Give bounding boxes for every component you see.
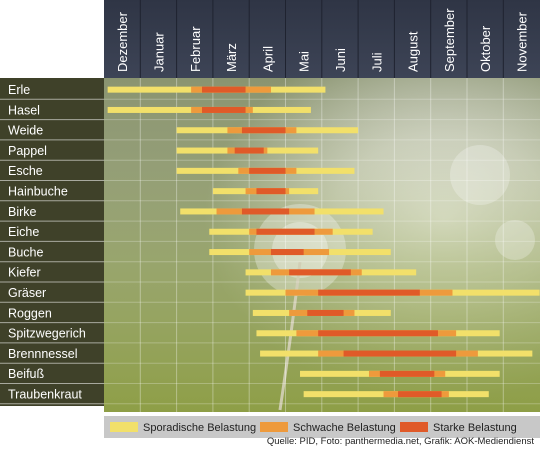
bar-strong-8 <box>270 249 304 256</box>
month-label-7: Juli <box>369 52 384 72</box>
pollen-bars <box>107 86 540 398</box>
month-label-5: Mai <box>297 51 312 72</box>
bar-strong-0 <box>202 86 246 93</box>
plant-label-7: Eiche <box>8 225 39 239</box>
plant-label-1: Hasel <box>8 103 40 117</box>
source-credit: Quelle: PID, Foto: panthermedia.net, Gra… <box>266 436 534 447</box>
month-label-2: Februar <box>188 26 203 72</box>
legend-swatch-weak <box>260 422 288 432</box>
row-label-background <box>0 78 104 406</box>
bar-strong-9 <box>289 269 351 276</box>
bar-strong-1 <box>202 106 246 113</box>
legend-swatch-strong <box>400 422 428 432</box>
month-label-4: April <box>260 46 275 72</box>
bar-strong-5 <box>256 188 286 195</box>
plant-label-13: Brennnessel <box>8 347 78 361</box>
plant-label-5: Hainbuche <box>8 185 68 199</box>
bar-strong-4 <box>249 167 286 174</box>
month-label-10: Oktober <box>478 25 493 72</box>
legend: Sporadische Belastung Schwache Belastung S… <box>110 422 517 434</box>
plant-label-8: Buche <box>8 245 43 259</box>
legend-swatch-sporadic <box>110 422 138 432</box>
month-label-0: Dezember <box>115 11 130 72</box>
plant-label-10: Gräser <box>8 286 46 300</box>
bar-strong-11 <box>307 309 344 316</box>
legend-label-weak: Schwache Belastung <box>293 422 396 434</box>
bar-strong-14 <box>379 370 435 377</box>
month-label-11: November <box>514 11 529 72</box>
bar-strong-10 <box>318 289 420 296</box>
plant-label-9: Kiefer <box>8 266 41 280</box>
bar-strong-12 <box>318 330 438 337</box>
bar-strong-7 <box>256 228 315 235</box>
plant-label-14: Beifuß <box>8 367 44 381</box>
plant-label-3: Pappel <box>8 144 47 158</box>
plant-label-4: Esche <box>8 164 43 178</box>
bar-strong-15 <box>398 391 442 398</box>
legend-label-strong: Starke Belastung <box>433 422 517 434</box>
plant-rows: Erle Hasel Weide Pappel Esche Hainbuche Birke E… <box>0 83 540 405</box>
bar-strong-3 <box>234 147 264 154</box>
plant-label-0: Erle <box>8 83 30 97</box>
legend-background <box>104 416 540 438</box>
month-label-3: März <box>224 43 239 72</box>
plant-label-6: Birke <box>8 205 37 219</box>
month-label-9: September <box>442 8 457 72</box>
bar-strong-13 <box>343 350 457 357</box>
month-label-8: August <box>406 31 421 72</box>
plant-label-15: Traubenkraut <box>8 388 82 402</box>
bar-strong-6 <box>241 208 290 215</box>
plant-label-12: Spitzwegerich <box>8 327 86 341</box>
month-label-1: Januar <box>151 32 166 72</box>
background-photo <box>104 78 540 412</box>
month-label-6: Juni <box>333 48 348 72</box>
legend-label-sporadic: Sporadische Belastung <box>143 422 256 434</box>
bar-strong-2 <box>241 127 286 134</box>
plant-label-2: Weide <box>8 124 43 138</box>
plant-label-11: Roggen <box>8 306 52 320</box>
month-labels: Dezember Januar Februar März April Mai Juni Jul… <box>115 0 529 78</box>
